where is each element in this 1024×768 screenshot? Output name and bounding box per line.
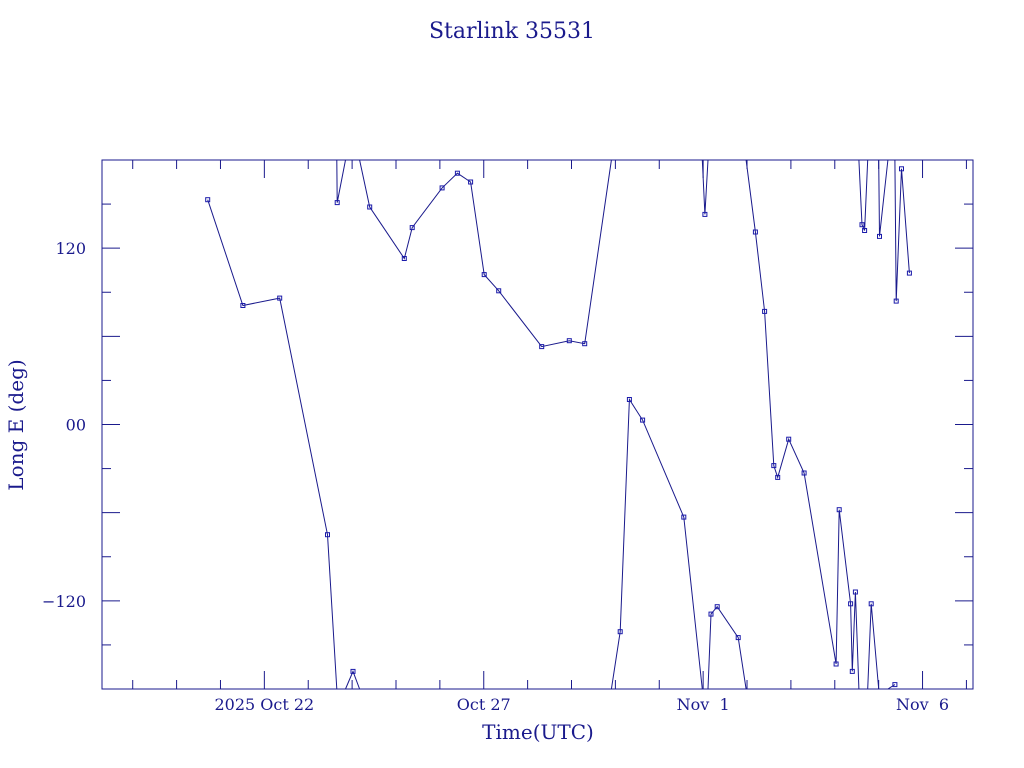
data-point bbox=[892, 682, 898, 688]
data-point bbox=[367, 204, 373, 210]
data-point bbox=[481, 272, 487, 278]
data-point bbox=[899, 166, 904, 172]
series-line bbox=[894, 159, 910, 302]
y-tick-label: 00 bbox=[66, 416, 86, 435]
data-point bbox=[893, 298, 899, 304]
x-tick-label: Oct 27 bbox=[457, 695, 511, 714]
series-line bbox=[610, 397, 703, 690]
series-line bbox=[207, 199, 338, 690]
data-point bbox=[626, 397, 632, 402]
x-tick-label: Nov 6 bbox=[896, 695, 949, 714]
x-tick-labels: 2025 Oct 22 Oct 27 Nov 1 Nov 6 bbox=[214, 695, 949, 714]
data-point bbox=[496, 288, 502, 294]
plot-frame bbox=[101, 159, 974, 690]
data-point bbox=[617, 629, 623, 635]
data-point bbox=[681, 514, 687, 520]
data-point bbox=[786, 436, 792, 442]
data-point bbox=[752, 229, 758, 235]
chart-title: Starlink 35531 bbox=[429, 19, 595, 44]
data-point bbox=[205, 197, 211, 203]
x-tick-label: 2025 Oct 22 bbox=[214, 695, 314, 714]
data-point bbox=[735, 635, 741, 641]
y-tick-label: 120 bbox=[55, 239, 86, 258]
data-point bbox=[539, 344, 545, 350]
data-point bbox=[833, 661, 839, 667]
series-line bbox=[336, 159, 346, 203]
data-point bbox=[640, 417, 646, 423]
data-point bbox=[334, 200, 340, 206]
data-point bbox=[240, 303, 246, 308]
data-point bbox=[762, 308, 768, 314]
data-point bbox=[325, 532, 330, 538]
axis-ticks bbox=[102, 159, 973, 690]
data-point bbox=[862, 228, 868, 233]
y-tick-label: −120 bbox=[42, 592, 86, 611]
series-line bbox=[345, 670, 361, 690]
y-axis-label: Long E (deg) bbox=[4, 359, 28, 490]
data-point bbox=[702, 211, 708, 217]
series-line bbox=[867, 603, 880, 690]
data-point bbox=[836, 507, 842, 513]
data-point bbox=[409, 225, 415, 231]
x-tick-label: Nov 1 bbox=[677, 695, 730, 714]
series-line bbox=[858, 159, 869, 231]
data-point bbox=[439, 185, 445, 191]
data-point bbox=[775, 474, 781, 480]
plot-area bbox=[205, 159, 912, 690]
data-point bbox=[877, 233, 882, 239]
data-point bbox=[859, 222, 865, 228]
data-point bbox=[350, 668, 356, 674]
series-line bbox=[878, 159, 889, 237]
data-point bbox=[868, 601, 874, 607]
data-point bbox=[277, 295, 283, 301]
data-point bbox=[714, 604, 720, 610]
data-point bbox=[708, 611, 714, 617]
data-point bbox=[801, 470, 807, 476]
data-point bbox=[906, 270, 912, 276]
series-line bbox=[359, 159, 612, 348]
data-point bbox=[566, 338, 572, 344]
data-point bbox=[454, 170, 460, 176]
data-point bbox=[582, 341, 588, 347]
series-line bbox=[887, 684, 896, 690]
series-line bbox=[745, 159, 860, 690]
data-point bbox=[468, 179, 474, 185]
x-axis-label: Time(UTC) bbox=[482, 720, 594, 744]
series-line bbox=[707, 605, 747, 690]
series-line bbox=[701, 159, 709, 215]
data-point bbox=[848, 601, 854, 607]
data-point bbox=[771, 463, 777, 469]
data-point bbox=[849, 668, 855, 674]
data-point bbox=[401, 256, 407, 261]
data-point bbox=[852, 589, 858, 595]
y-tick-labels: −120 00 120 bbox=[42, 239, 86, 611]
